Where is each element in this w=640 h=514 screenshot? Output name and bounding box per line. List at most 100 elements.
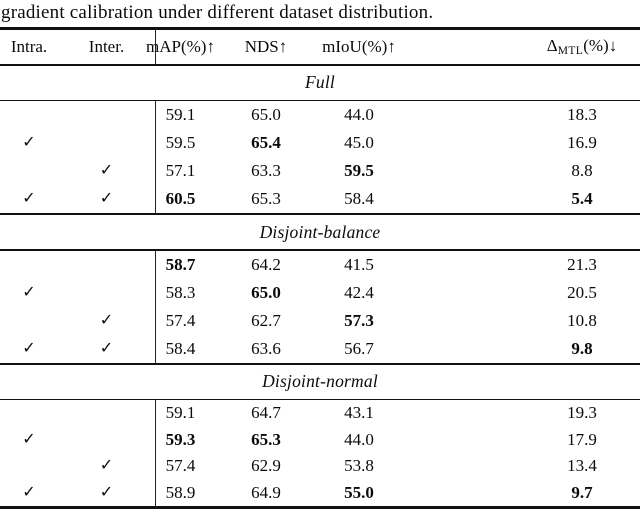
- checkmark-icon: ✓: [99, 190, 114, 207]
- inter-checkmark-cell: [58, 400, 155, 427]
- value-cell-nds: 63.3: [223, 157, 309, 185]
- table-row: ✓ 59.5 65.4 45.0 16.9: [0, 129, 640, 157]
- value-cell-delta: 16.9: [409, 129, 640, 157]
- col-header-map: mAP(%)↑: [146, 29, 223, 64]
- intra-checkmark-cell: ✓: [0, 279, 58, 307]
- delta-subscript: MTL: [557, 45, 584, 57]
- intra-checkmark-cell: ✓: [0, 427, 58, 454]
- value-miou: 42.4: [344, 282, 374, 302]
- value-miou: 44.0: [344, 105, 374, 124]
- results-table: Intra. Inter. mAP(%)↑ NDS↑ mIoU(%)↑ ΔMTL…: [0, 27, 640, 509]
- table-row: ✓ ✓ 60.5 65.3 58.4 5.4: [0, 185, 640, 213]
- value-cell-nds: 65.3: [223, 427, 309, 454]
- col-header-miou: mIoU(%)↑: [309, 30, 409, 64]
- section-data-full: 59.1 65.0 44.0 18.3 ✓ 59.5 65.4 45.0 16.9 ✓ 57.1 63…: [0, 101, 640, 213]
- intra-checkmark-cell: ✓: [0, 335, 58, 363]
- value-nds: 65.4: [251, 133, 281, 152]
- value-cell-nds: 65.0: [223, 279, 309, 307]
- table-caption: gradient calibration under different dat…: [1, 2, 434, 23]
- checkmark-icon: ✓: [99, 339, 114, 357]
- value-miou: 58.4: [344, 189, 374, 208]
- bottom-rule: [0, 506, 640, 509]
- value-nds: 64.7: [251, 403, 281, 423]
- value-cell-delta: 8.8: [409, 157, 640, 185]
- inter-checkmark-cell: [58, 251, 155, 279]
- section-label: Disjoint-balance: [259, 221, 381, 242]
- col-header-nds-label: NDS↑: [244, 36, 288, 56]
- value-nds: 63.3: [251, 161, 281, 180]
- value-miou: 59.5: [344, 161, 374, 180]
- value-map: 59.3: [165, 429, 196, 449]
- value-cell-miou: 59.5: [309, 157, 409, 185]
- checkmark-icon: ✓: [22, 283, 36, 301]
- value-cell-miou: 56.7: [309, 335, 409, 363]
- value-cell-map: 57.1: [155, 157, 223, 185]
- value-map: 59.1: [165, 403, 196, 423]
- intra-checkmark-cell: [0, 101, 58, 129]
- value-cell-nds: 62.7: [223, 307, 309, 335]
- value-map: 59.1: [165, 105, 196, 124]
- value-cell-delta: 20.5: [409, 279, 640, 307]
- checkmark-icon: ✓: [22, 190, 36, 207]
- value-map: 58.7: [165, 254, 196, 274]
- col-header-map-label: mAP(%)↑: [146, 36, 215, 56]
- inter-checkmark-cell: [58, 427, 155, 454]
- value-nds: 62.9: [251, 456, 281, 476]
- value-cell-miou: 55.0: [309, 480, 409, 507]
- intra-checkmark-cell: [0, 307, 58, 335]
- section-label: Full: [305, 72, 335, 92]
- value-map: 57.1: [165, 161, 196, 180]
- col-header-intra-label: Intra.: [10, 36, 48, 56]
- value-cell-delta: 19.3: [409, 400, 640, 427]
- value-cell-nds: 65.3: [223, 185, 309, 213]
- value-delta: 19.3: [567, 403, 597, 423]
- value-nds: 65.0: [251, 282, 281, 302]
- value-miou: 45.0: [344, 133, 374, 152]
- inter-checkmark-cell: [58, 129, 155, 157]
- section-row-full: Full: [0, 66, 640, 100]
- value-cell-map: 59.5: [155, 129, 223, 157]
- table-row: ✓ ✓ 58.4 63.6 56.7 9.8: [0, 334, 640, 363]
- value-delta: 9.7: [571, 482, 593, 502]
- intra-checkmark-cell: ✓: [0, 129, 58, 157]
- value-cell-map: 59.1: [155, 400, 223, 427]
- checkmark-icon: ✓: [99, 457, 114, 475]
- intra-checkmark-cell: [0, 251, 58, 279]
- value-cell-map: 57.4: [155, 453, 223, 480]
- value-cell-delta: 5.4: [409, 185, 640, 213]
- inter-checkmark-cell: ✓: [58, 335, 155, 363]
- value-cell-map: 60.5: [155, 185, 223, 213]
- intra-checkmark-cell: [0, 157, 58, 185]
- value-cell-miou: 58.4: [309, 185, 409, 213]
- value-miou: 43.1: [344, 403, 374, 423]
- checkmark-icon: ✓: [22, 339, 36, 357]
- header-rule: [0, 63, 640, 66]
- value-cell-nds: 65.4: [223, 129, 309, 157]
- value-nds: 65.0: [251, 105, 281, 124]
- value-cell-delta: 9.7: [409, 480, 640, 507]
- col-header-nds: NDS↑: [223, 30, 309, 64]
- value-cell-map: 58.3: [155, 278, 223, 307]
- value-cell-miou: 42.4: [309, 279, 409, 307]
- value-cell-miou: 41.5: [309, 251, 409, 279]
- intra-checkmark-cell: ✓: [0, 185, 58, 213]
- table-row: ✓ 57.4 62.7 57.3 10.8: [0, 306, 640, 335]
- value-cell-map: 59.1: [155, 101, 223, 129]
- value-nds: 62.7: [251, 310, 281, 330]
- section-rule: [0, 398, 640, 400]
- value-cell-map: 57.4: [155, 306, 223, 335]
- value-delta: 10.8: [567, 310, 597, 330]
- value-delta: 21.3: [567, 254, 597, 274]
- table-row: 59.1 65.0 44.0 18.3: [0, 101, 640, 129]
- value-miou: 56.7: [344, 338, 374, 358]
- intra-checkmark-cell: [0, 400, 58, 427]
- col-header-inter-label: Inter.: [88, 36, 125, 56]
- value-delta: 9.8: [571, 338, 593, 358]
- value-delta: 5.4: [571, 189, 593, 208]
- col-header-delta-mtl-label: ΔMTL(%)↓: [547, 36, 617, 57]
- col-header-miou-label: mIoU(%)↑: [322, 36, 396, 56]
- value-delta: 16.9: [567, 133, 597, 152]
- section-end-rule: [0, 213, 640, 215]
- value-cell-nds: 64.2: [223, 251, 309, 279]
